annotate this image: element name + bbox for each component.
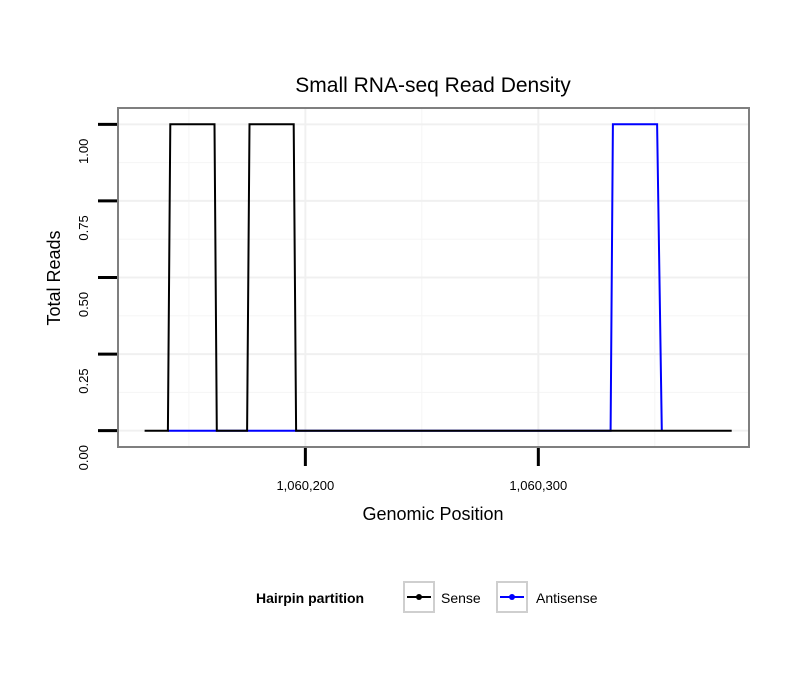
y-axis: 0.00 0.25 0.50 0.75 1.00 — [76, 122, 117, 470]
y-tick-label: 0.25 — [76, 368, 91, 393]
legend-title: Hairpin partition — [256, 590, 364, 606]
x-axis: 1,060,200 1,060,300 — [276, 448, 567, 493]
legend-key-point — [416, 594, 422, 600]
plot-panel-border — [117, 107, 750, 448]
x-tick-label: 1,060,200 — [276, 478, 334, 493]
legend-key-point — [509, 594, 515, 600]
y-tick-label: 0.00 — [76, 445, 91, 470]
legend: Hairpin partition Sense Antisense — [256, 581, 598, 613]
legend-item-sense: Sense — [403, 581, 481, 613]
chart-title: Small RNA-seq Read Density — [295, 74, 571, 97]
x-axis-title: Genomic Position — [362, 504, 503, 524]
legend-label-antisense: Antisense — [536, 590, 598, 606]
series-line-sense — [144, 123, 732, 432]
y-tick-label: 1.00 — [76, 139, 91, 164]
legend-item-antisense: Antisense — [496, 581, 598, 613]
y-axis-title: Total Reads — [44, 230, 64, 325]
series-layer — [144, 123, 732, 432]
x-tick-label: 1,060,300 — [509, 478, 567, 493]
y-tick-label: 0.75 — [76, 215, 91, 240]
legend-label-sense: Sense — [441, 590, 481, 606]
grid-major — [119, 109, 748, 446]
y-tick-label: 0.50 — [76, 292, 91, 317]
